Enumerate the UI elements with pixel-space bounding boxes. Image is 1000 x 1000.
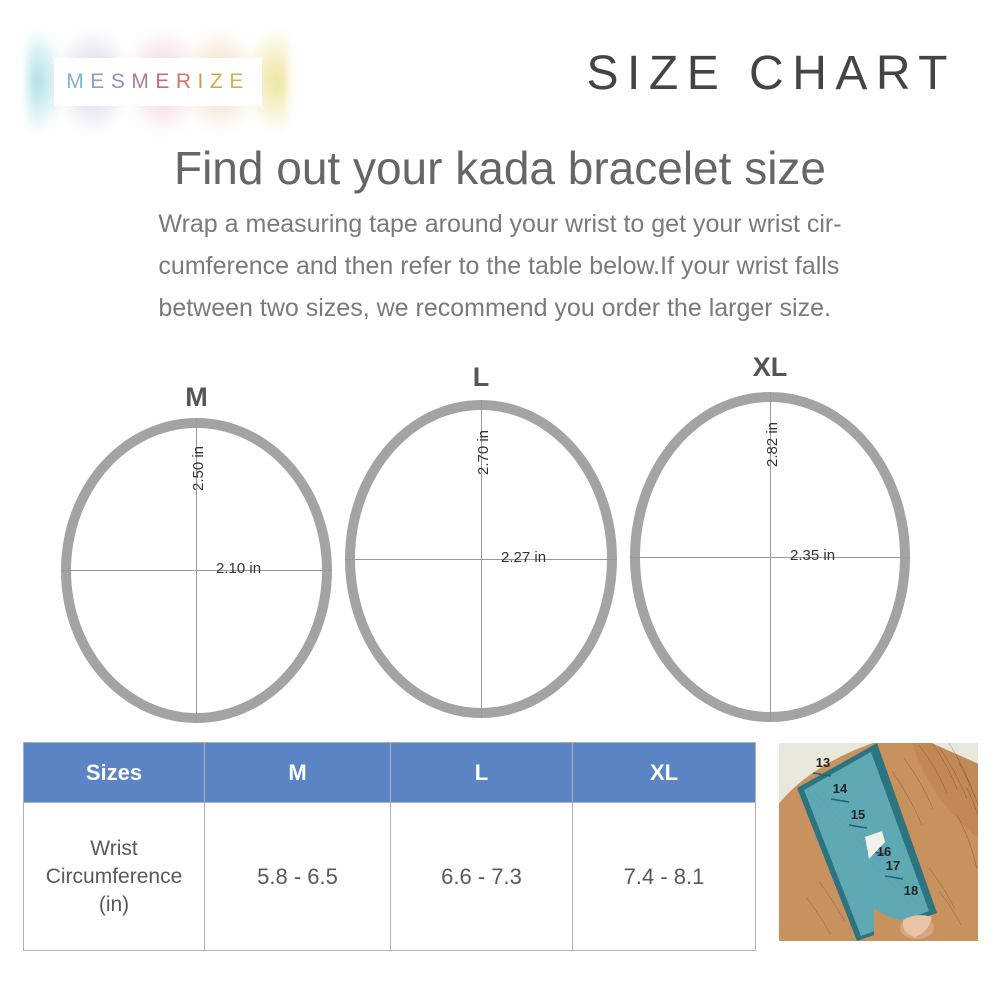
svg-text:14: 14	[833, 781, 848, 796]
svg-text:15: 15	[851, 807, 865, 822]
svg-text:13: 13	[816, 755, 830, 770]
svg-text:18: 18	[904, 883, 918, 898]
svg-text:17: 17	[886, 858, 900, 873]
